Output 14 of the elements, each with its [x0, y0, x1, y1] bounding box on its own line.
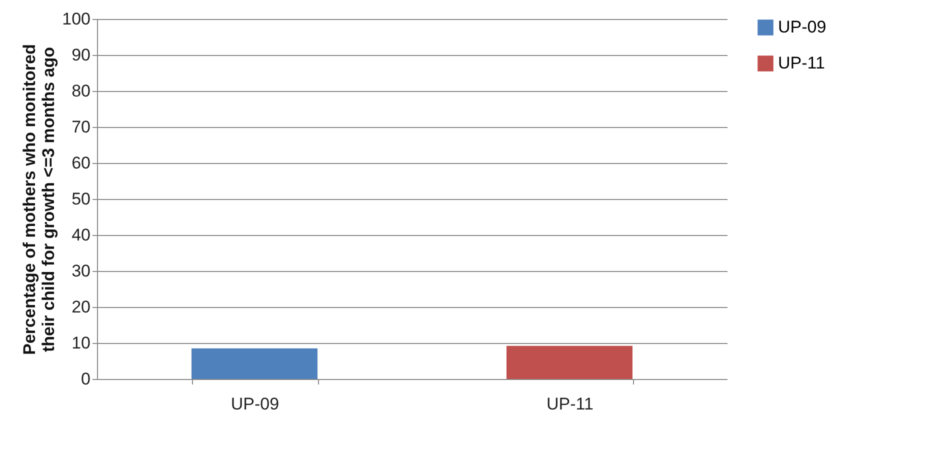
y-tick-label: 10	[72, 334, 90, 352]
y-tick-label: 40	[72, 226, 90, 244]
legend-label: UP-09	[778, 18, 826, 36]
y-tick-label: 0	[81, 370, 90, 388]
y-tick-label: 30	[72, 262, 90, 280]
y-tick-label: 90	[72, 46, 90, 64]
y-tick-label: 50	[72, 190, 90, 208]
y-tick-label: 20	[72, 298, 90, 316]
y-tick-label: 70	[72, 118, 90, 136]
legend-label: UP-11	[778, 54, 825, 72]
y-tick-label: 80	[72, 82, 90, 100]
y-axis-title: Percentage of mothers who monitored their child for growth <=3 months ago	[20, 44, 58, 355]
y-tick-label: 60	[72, 154, 90, 172]
y-tick-label: 100	[62, 10, 90, 28]
